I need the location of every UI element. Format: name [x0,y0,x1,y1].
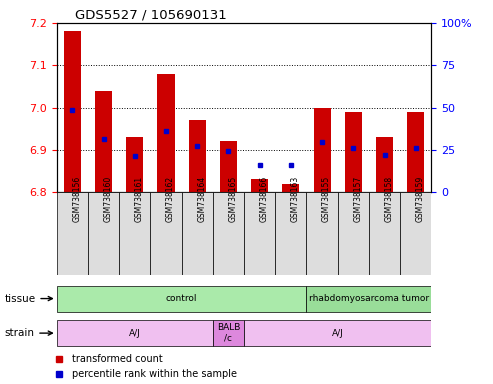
Text: GSM738166: GSM738166 [260,175,269,222]
Text: rhabdomyosarcoma tumor: rhabdomyosarcoma tumor [309,294,429,303]
Text: GSM738162: GSM738162 [166,175,175,222]
Text: GSM738159: GSM738159 [416,175,425,222]
Text: transformed count: transformed count [72,354,163,364]
Bar [407,112,424,192]
Bar [251,179,268,192]
Bar [213,192,244,275]
Text: GSM738161: GSM738161 [135,175,144,222]
Bar [119,192,150,275]
Bar [376,137,393,192]
Bar [213,320,244,346]
Bar [282,184,299,192]
Bar [64,31,81,192]
Bar [220,141,237,192]
Text: GSM738157: GSM738157 [353,175,362,222]
Bar [157,74,175,192]
Bar [369,192,400,275]
Bar [57,286,307,311]
Bar [95,91,112,192]
Bar [307,192,338,275]
Bar [88,192,119,275]
Bar [345,112,362,192]
Bar [57,192,88,275]
Text: strain: strain [4,328,52,338]
Text: GSM738163: GSM738163 [291,175,300,222]
Text: percentile rank within the sample: percentile rank within the sample [72,369,238,379]
Bar [126,137,143,192]
Text: GSM738158: GSM738158 [385,175,393,222]
Text: control: control [166,294,197,303]
Bar [338,192,369,275]
Bar [275,192,307,275]
Bar [400,192,431,275]
Bar [181,192,213,275]
Text: GSM738156: GSM738156 [72,175,81,222]
Text: GSM738164: GSM738164 [197,175,206,222]
Text: GSM738160: GSM738160 [104,175,112,222]
Text: A/J: A/J [332,329,344,338]
Bar [57,320,213,346]
Text: tissue: tissue [4,293,52,304]
Bar [244,320,431,346]
Bar [189,120,206,192]
Text: A/J: A/J [129,329,141,338]
Text: GDS5527 / 105690131: GDS5527 / 105690131 [75,9,227,22]
Bar [314,108,331,192]
Text: GSM738155: GSM738155 [322,175,331,222]
Text: BALB
/c: BALB /c [217,323,240,343]
Bar [307,286,431,311]
Bar [150,192,181,275]
Text: GSM738165: GSM738165 [228,175,238,222]
Bar [244,192,275,275]
